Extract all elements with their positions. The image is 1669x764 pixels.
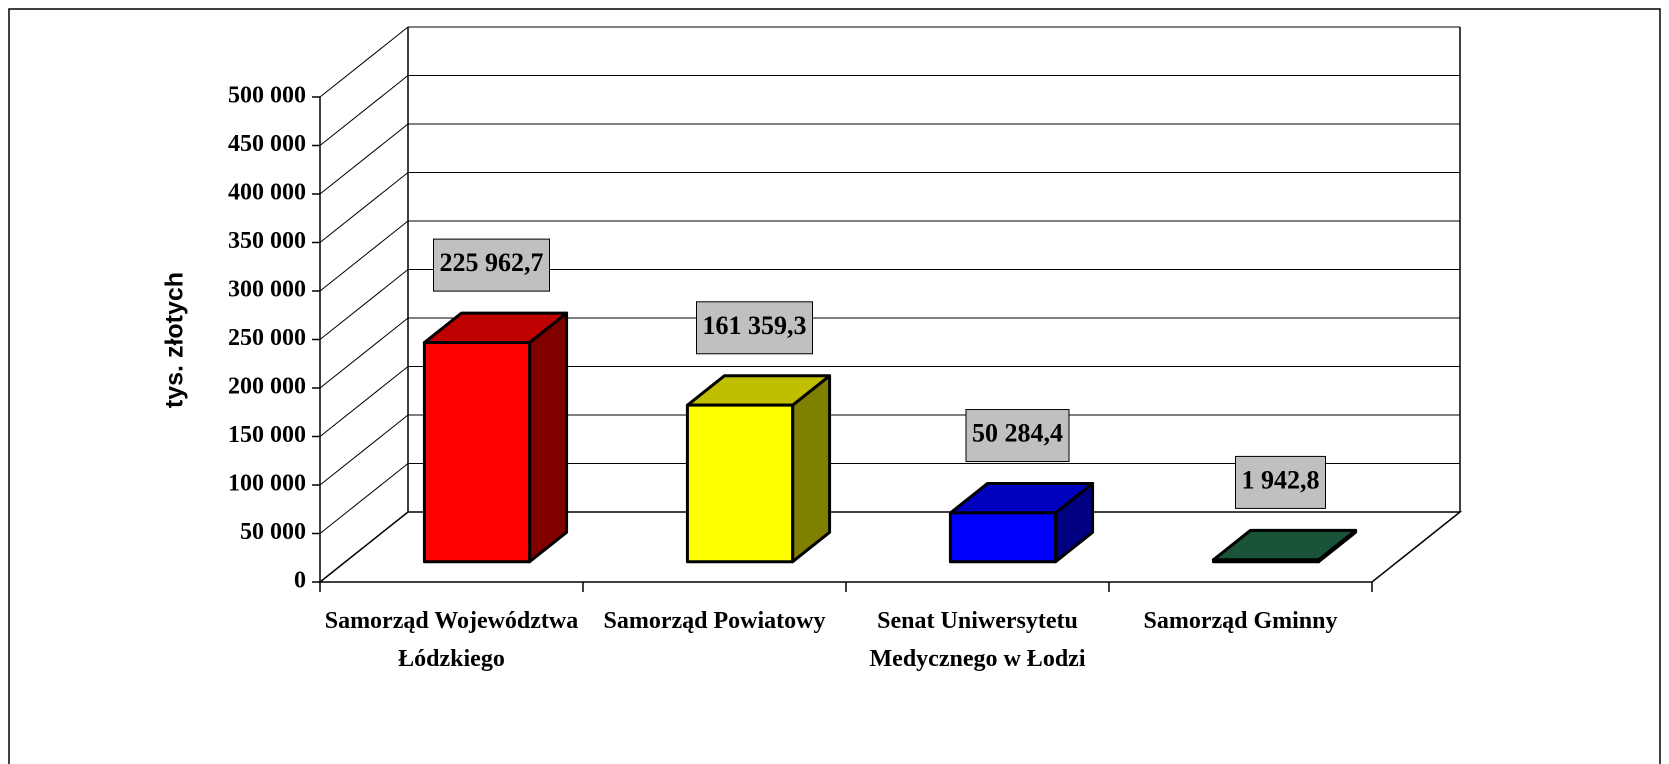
value-label: 225 962,7	[440, 248, 544, 277]
value-label: 50 284,4	[972, 418, 1063, 447]
y-tick-label: 350 000	[228, 228, 306, 254]
y-tick-label: 300 000	[228, 277, 306, 303]
value-label-box	[696, 301, 813, 355]
bar-top	[1211, 528, 1358, 562]
value-label-box	[433, 238, 550, 292]
y-tick-label: 400 000	[228, 180, 306, 206]
side-grid-line	[319, 269, 409, 340]
bar-side	[528, 311, 569, 564]
y-tick-label: 100 000	[228, 471, 306, 497]
side-grid-line	[319, 317, 409, 389]
frame	[8, 8, 1661, 764]
y-tick-label: 50 000	[240, 519, 306, 545]
y-tick-label: 450 000	[228, 131, 306, 157]
y-tick-label: 150 000	[228, 422, 306, 448]
y-tick-label: 0	[294, 568, 306, 594]
value-label-box	[965, 409, 1070, 463]
bar	[685, 403, 795, 564]
value-label: 161 359,3	[703, 311, 807, 340]
side-grid-line	[319, 511, 409, 583]
side-grid-line	[319, 75, 409, 146]
side-grid-line	[319, 26, 409, 98]
value-label: 1 942,8	[1242, 465, 1320, 494]
x-tick-label: Senat Uniwersytetu Medycznego w Łodzi	[869, 608, 1086, 672]
side-grid-line	[319, 123, 409, 195]
bar-side	[791, 374, 832, 564]
y-tick-label: 200 000	[228, 374, 306, 400]
y-tick-label: 500 000	[228, 83, 306, 109]
y-axis-label: tys. złotych	[161, 272, 189, 408]
x-tick-label: Samorząd Gminny	[1143, 608, 1338, 634]
side-grid-line	[319, 366, 409, 437]
side-grid-line	[319, 172, 409, 243]
x-tick-label: Samorząd Województwa Łódzkiego	[324, 608, 579, 672]
side-grid-line	[319, 463, 409, 534]
value-label-box	[1235, 455, 1326, 509]
bar	[1211, 558, 1321, 564]
bar	[422, 341, 532, 564]
bar	[948, 511, 1058, 564]
x-tick-label: Samorząd Powiatowy	[603, 608, 826, 634]
y-tick-label: 250 000	[228, 325, 306, 351]
side-grid-line	[319, 414, 409, 486]
side-grid-line	[319, 220, 409, 292]
